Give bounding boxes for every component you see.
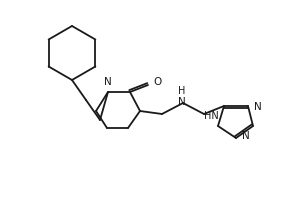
Text: N: N	[254, 102, 262, 112]
Text: N: N	[104, 77, 112, 87]
Text: N: N	[242, 131, 250, 141]
Text: O: O	[153, 77, 161, 87]
Text: HN: HN	[204, 111, 218, 121]
Text: H: H	[178, 86, 186, 96]
Text: N: N	[178, 97, 186, 107]
